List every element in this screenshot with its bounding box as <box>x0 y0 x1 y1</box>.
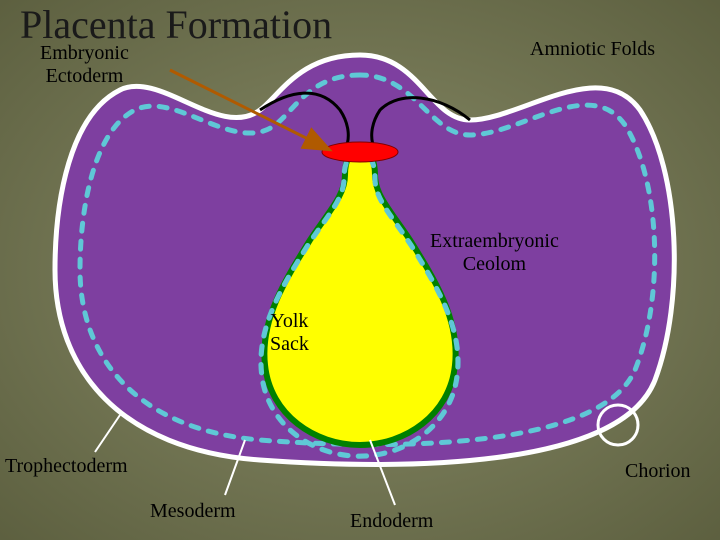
label-chorion: Chorion <box>625 460 691 483</box>
label-yolk-sack: Yolk Sack <box>270 310 309 356</box>
label-amniotic-folds: Amniotic Folds <box>530 38 655 61</box>
label-mesoderm: Mesoderm <box>150 500 236 523</box>
label-embryonic-ectoderm: Embryonic Ectoderm <box>40 42 129 88</box>
label-extraembryonic-coelom: Extraembryonic Ceolom <box>430 230 559 276</box>
embryonic-disc <box>322 142 398 162</box>
label-trophectoderm: Trophectoderm <box>5 455 128 478</box>
diagram-stage: Placenta Formation Embryonic Ectoderm Am… <box>0 0 720 540</box>
label-endoderm: Endoderm <box>350 510 433 533</box>
